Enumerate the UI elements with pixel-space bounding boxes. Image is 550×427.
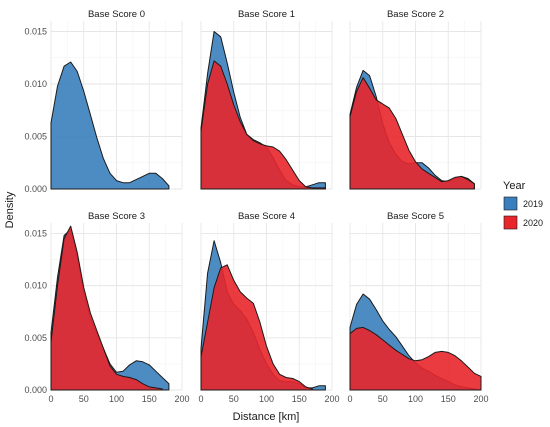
density-area-2020 bbox=[200, 264, 313, 391]
y-tick-label: 0.005 bbox=[24, 132, 47, 142]
facet-strip-title: Base Score 5 bbox=[387, 211, 444, 222]
x-tick-label: 100 bbox=[109, 394, 124, 404]
facet-strip-title: Base Score 0 bbox=[88, 9, 145, 20]
x-tick-label: 0 bbox=[347, 394, 352, 404]
x-tick-label: 200 bbox=[174, 394, 189, 404]
density-area-2020 bbox=[349, 326, 482, 391]
x-tick-label: 100 bbox=[408, 394, 423, 404]
y-tick-label: 0.005 bbox=[24, 333, 47, 343]
x-tick-label: 150 bbox=[142, 394, 157, 404]
y-tick-label: 0.015 bbox=[24, 27, 47, 37]
legend: Year 2019 2020 bbox=[503, 180, 543, 230]
x-tick-label: 200 bbox=[473, 394, 488, 404]
legend-key-2019 bbox=[503, 196, 518, 211]
x-tick-label: 150 bbox=[292, 394, 307, 404]
legend-label-2020: 2020 bbox=[523, 218, 543, 228]
facet-panel-4: Base Score 4 0 50 100 150 200 bbox=[198, 211, 339, 404]
legend-label-2019: 2019 bbox=[523, 199, 543, 209]
facet-panel-3: Base Score 3 0 50 100 150 200 0.000 0.005 0.010 0… bbox=[24, 211, 189, 404]
facet-strip-title: Base Score 4 bbox=[238, 211, 295, 222]
x-tick-label: 100 bbox=[259, 394, 274, 404]
y-tick-label: 0.015 bbox=[24, 228, 47, 238]
facet-strip-title: Base Score 3 bbox=[88, 211, 145, 222]
y-tick-label: 0.000 bbox=[24, 184, 47, 194]
density-area-2019 bbox=[50, 61, 170, 190]
facet-panel-2: Base Score 2 bbox=[349, 9, 482, 190]
x-tick-label: 200 bbox=[324, 394, 339, 404]
x-tick-label: 0 bbox=[198, 394, 203, 404]
density-area-2020 bbox=[200, 60, 326, 190]
density-area-2020 bbox=[50, 225, 163, 391]
y-tick-label: 0.000 bbox=[24, 385, 47, 395]
facet-strip-title: Base Score 1 bbox=[238, 9, 295, 20]
legend-key-2020 bbox=[503, 215, 518, 230]
x-axis-title: Distance [km] bbox=[233, 411, 300, 423]
x-tick-label: 50 bbox=[79, 394, 89, 404]
legend-title: Year bbox=[503, 180, 526, 192]
y-axis-title: Density bbox=[4, 191, 16, 228]
y-tick-label: 0.010 bbox=[24, 281, 47, 291]
x-tick-label: 50 bbox=[229, 394, 239, 404]
facet-panel-5: Base Score 5 0 50 100 150 200 bbox=[347, 211, 488, 404]
facet-strip-title: Base Score 2 bbox=[387, 9, 444, 20]
x-tick-label: 150 bbox=[441, 394, 456, 404]
facet-panel-0: Base Score 0 0.000 0.005 0.010 0.015 bbox=[24, 9, 183, 194]
y-tick-label: 0.010 bbox=[24, 79, 47, 89]
density-area-2020 bbox=[349, 77, 475, 190]
facet-panel-1: Base Score 1 bbox=[200, 9, 333, 190]
x-tick-label: 50 bbox=[378, 394, 388, 404]
x-tick-label: 0 bbox=[48, 394, 53, 404]
